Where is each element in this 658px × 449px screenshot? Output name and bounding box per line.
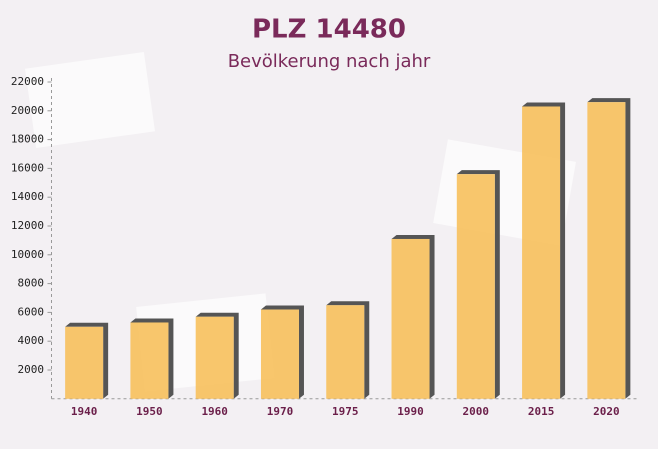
bar bbox=[587, 102, 626, 399]
bar bbox=[522, 106, 561, 399]
x-tick-label: 1950 bbox=[136, 405, 163, 418]
x-tick-label: 1990 bbox=[397, 405, 424, 418]
bar bbox=[391, 238, 430, 399]
x-tick-label: 1970 bbox=[267, 405, 294, 418]
y-tick-label: 14000 bbox=[11, 190, 44, 203]
y-tick-label: 4000 bbox=[18, 334, 45, 347]
chart-title: PLZ 14480 bbox=[252, 15, 406, 45]
bar-shadow bbox=[456, 170, 500, 399]
bar bbox=[456, 174, 495, 399]
bar bbox=[195, 316, 234, 399]
bar-shadow bbox=[522, 102, 566, 399]
bar-shadow bbox=[391, 234, 435, 399]
y-tick-label: 22000 bbox=[11, 75, 44, 88]
bar-shadow bbox=[195, 312, 239, 399]
x-tick-label: 1940 bbox=[71, 405, 98, 418]
y-tick-label: 18000 bbox=[11, 133, 44, 146]
bar-shadow bbox=[260, 305, 304, 399]
chart-subtitle: Bevölkerung nach jahr bbox=[228, 51, 431, 72]
y-tick-label: 10000 bbox=[11, 248, 44, 261]
x-tick-label: 2020 bbox=[593, 405, 620, 418]
x-tick-label: 2015 bbox=[528, 405, 555, 418]
y-tick-label: 20000 bbox=[11, 104, 44, 117]
bar bbox=[326, 305, 365, 399]
bar bbox=[130, 322, 169, 399]
decor bbox=[25, 52, 155, 148]
bar bbox=[65, 326, 104, 399]
bar-shadow bbox=[587, 98, 631, 399]
y-tick-label: 6000 bbox=[18, 305, 45, 318]
x-tick-label: 1975 bbox=[332, 405, 359, 418]
bar-shadow bbox=[326, 301, 370, 399]
y-tick-label: 2000 bbox=[18, 363, 45, 376]
y-tick-label: 12000 bbox=[11, 219, 44, 232]
bar-shadow bbox=[130, 318, 174, 399]
x-tick-label: 1960 bbox=[201, 405, 228, 418]
bar bbox=[260, 309, 299, 399]
y-tick-label: 16000 bbox=[11, 161, 44, 174]
x-tick-label: 2000 bbox=[463, 405, 490, 418]
y-tick-label: 8000 bbox=[18, 277, 45, 290]
bar-shadow bbox=[65, 322, 109, 399]
